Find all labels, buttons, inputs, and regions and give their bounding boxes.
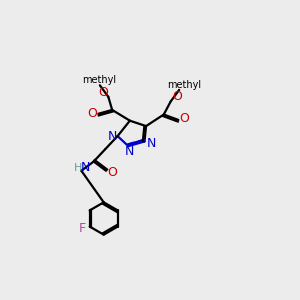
Text: N: N <box>147 136 156 149</box>
Text: N: N <box>107 130 117 142</box>
Text: O: O <box>180 112 190 125</box>
Text: O: O <box>98 86 108 99</box>
Text: H: H <box>74 163 82 173</box>
Text: O: O <box>172 90 182 103</box>
Text: methyl: methyl <box>167 80 201 89</box>
Text: N: N <box>80 161 90 174</box>
Text: N: N <box>124 145 134 158</box>
Text: methyl: methyl <box>82 75 116 85</box>
Text: O: O <box>107 166 117 179</box>
Text: F: F <box>79 222 86 235</box>
Text: O: O <box>87 107 97 120</box>
